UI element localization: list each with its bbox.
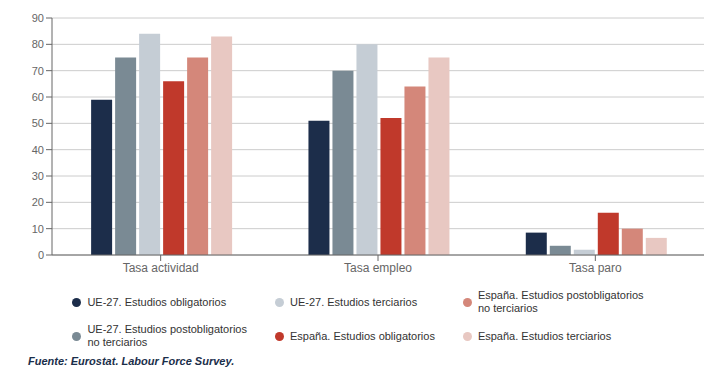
- svg-text:60: 60: [32, 91, 44, 103]
- svg-text:30: 30: [32, 170, 44, 182]
- html-text:España. Estudios terciarios: España. Estudios terciarios: [477, 329, 612, 342]
- html-text:UE-27. Estudios postobligatori: UE-27. Estudios postobligatorios no terc…: [87, 323, 247, 348]
- svg-text:Tasa actividad: Tasa actividad: [123, 261, 199, 275]
- svg-text:0: 0: [38, 249, 44, 261]
- html-text:UE-27. Estudios obligatorios: UE-27. Estudios obligatorios: [87, 295, 227, 308]
- svg-text:Tasa paro: Tasa paro: [569, 261, 622, 275]
- svg-text:40: 40: [32, 144, 44, 156]
- svg-text:50: 50: [32, 117, 44, 129]
- html-text:España. Estudios postobligator: España. Estudios postobligatorios no ter…: [477, 289, 644, 314]
- html-text:Fuente: Eurostat. Labour Force: Fuente: Eurostat. Labour Force Survey.: [28, 355, 235, 367]
- svg-text:20: 20: [32, 196, 44, 208]
- svg-text:70: 70: [32, 65, 44, 77]
- html-text:UE-27. Estudios terciarios: UE-27. Estudios terciarios: [290, 295, 418, 308]
- svg-text:90: 90: [32, 12, 44, 24]
- svg-text:10: 10: [32, 223, 44, 235]
- svg-text:80: 80: [32, 38, 44, 50]
- html-text:España. Estudios obligatorios: España. Estudios obligatorios: [290, 329, 435, 342]
- svg-text:Tasa empleo: Tasa empleo: [344, 261, 412, 275]
